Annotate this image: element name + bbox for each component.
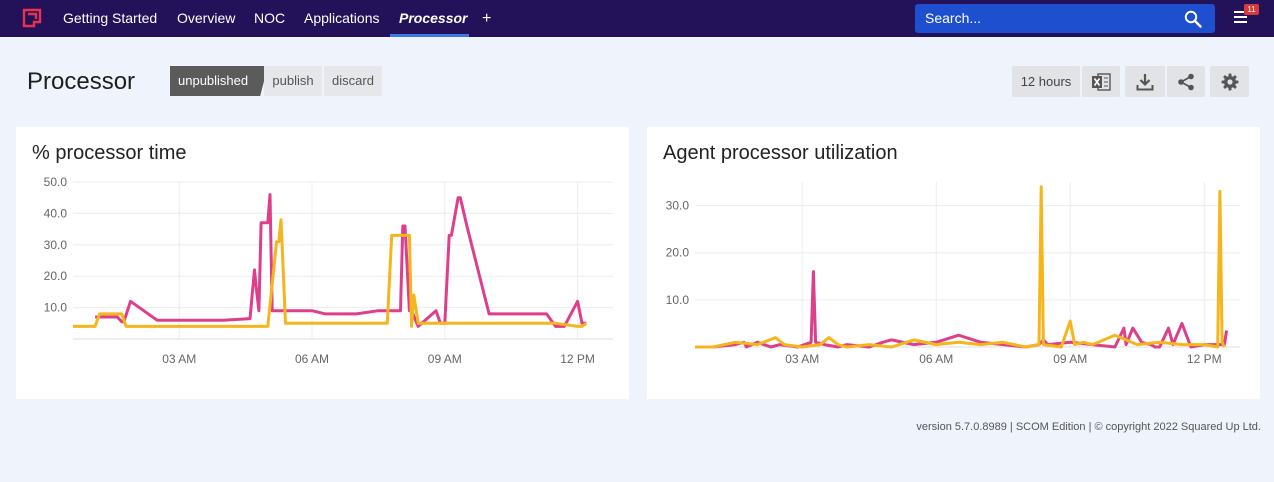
x-tick-label: 09 AM bbox=[1053, 352, 1087, 366]
panel-title: % processor time bbox=[32, 142, 187, 164]
gear-icon bbox=[1221, 73, 1238, 90]
share-button[interactable] bbox=[1167, 66, 1205, 97]
x-tick-label: 12 PM bbox=[1187, 352, 1222, 366]
y-tick-label: 10.0 bbox=[44, 301, 68, 315]
processor-time-panel: % processor time 10.0 20.0 30.0 40.0 50.0 03 … bbox=[16, 127, 629, 399]
x-tick-label: 12 PM bbox=[560, 352, 595, 366]
nav-noc[interactable]: NOC bbox=[254, 10, 286, 26]
page-title: Processor bbox=[27, 68, 136, 95]
series-line-pink bbox=[695, 270, 1229, 349]
y-tick-label: 30.0 bbox=[666, 199, 690, 213]
y-tick-label: 40.0 bbox=[44, 206, 68, 220]
active-tab-indicator bbox=[390, 34, 469, 37]
nav-processor[interactable]: Processor bbox=[399, 10, 468, 26]
publish-button[interactable]: publish bbox=[264, 66, 322, 96]
series-line-pink bbox=[95, 193, 587, 328]
x-tick-label: 06 AM bbox=[919, 352, 953, 366]
series-line-yellow bbox=[73, 218, 588, 328]
series-line-yellow bbox=[695, 185, 1226, 349]
footer-text: version 5.7.0.8989 | SCOM Edition | © co… bbox=[916, 421, 1261, 433]
settings-button[interactable] bbox=[1210, 66, 1249, 97]
panel-title: Agent processor utilization bbox=[663, 142, 898, 164]
menu-icon[interactable] bbox=[1234, 9, 1250, 25]
x-tick-label: 06 AM bbox=[295, 352, 329, 366]
search-box[interactable]: Search... bbox=[915, 4, 1215, 33]
y-tick-label: 30.0 bbox=[44, 238, 68, 252]
notification-badge: 11 bbox=[1244, 4, 1259, 15]
share-icon bbox=[1178, 73, 1194, 90]
download-button[interactable] bbox=[1125, 66, 1165, 97]
y-tick-label: 10.0 bbox=[666, 293, 690, 307]
x-tick-label: 03 AM bbox=[785, 352, 819, 366]
nav-getting-started[interactable]: Getting Started bbox=[63, 10, 158, 26]
agent-utilization-chart: 10.0 20.0 30.0 03 AM 06 AM 09 AM 12 PM bbox=[666, 182, 1240, 366]
export-excel-button[interactable] bbox=[1082, 66, 1120, 97]
y-tick-label: 50.0 bbox=[44, 175, 68, 189]
search-icon[interactable] bbox=[1184, 10, 1202, 28]
top-nav-bar: Getting Started Overview NOC Application… bbox=[0, 0, 1274, 37]
discard-button[interactable]: discard bbox=[324, 66, 382, 96]
x-tick-label: 03 AM bbox=[162, 352, 196, 366]
nav-applications[interactable]: Applications bbox=[304, 10, 380, 26]
nav-overview[interactable]: Overview bbox=[177, 10, 236, 26]
logo-icon[interactable] bbox=[22, 8, 42, 28]
status-badge: unpublished bbox=[170, 66, 268, 96]
y-tick-label: 20.0 bbox=[44, 269, 68, 283]
y-tick-label: 20.0 bbox=[666, 246, 690, 260]
x-tick-label: 09 AM bbox=[428, 352, 462, 366]
agent-utilization-panel: Agent processor utilization 10.0 20.0 30.0… bbox=[647, 127, 1260, 399]
excel-icon bbox=[1092, 72, 1111, 91]
timeframe-label: 12 hours bbox=[1020, 74, 1072, 89]
add-dashboard-button[interactable]: + bbox=[482, 10, 492, 27]
processor-time-chart: 10.0 20.0 30.0 40.0 50.0 03 AM 06 AM 09 AM 12 PM bbox=[44, 175, 613, 366]
download-icon bbox=[1136, 73, 1154, 90]
timeframe-button[interactable]: 12 hours bbox=[1012, 66, 1080, 97]
search-input[interactable]: Search... bbox=[925, 10, 982, 26]
